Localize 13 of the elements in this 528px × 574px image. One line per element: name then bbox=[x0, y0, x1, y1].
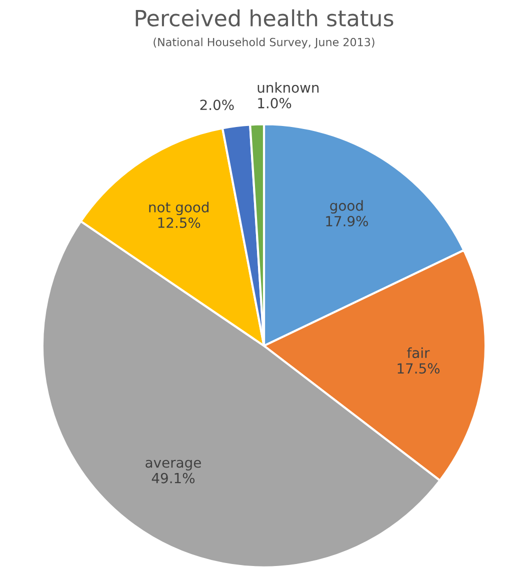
data-label: 17.9% bbox=[326, 216, 368, 226]
data-label: 17.5% bbox=[398, 363, 440, 374]
slice-label: average bbox=[146, 460, 201, 471]
data-label: 2.0% bbox=[200, 100, 234, 110]
slice-label: good bbox=[330, 200, 363, 214]
chart-title: Perceived health status bbox=[136, 9, 394, 27]
slice-label: unknown bbox=[258, 82, 319, 93]
slice-label: fair bbox=[407, 347, 430, 358]
slice-label: not good bbox=[149, 202, 208, 216]
chart-subtitle: (National Household Survey, June 2013) bbox=[154, 38, 374, 48]
data-label: 1.0% bbox=[258, 98, 292, 108]
data-label: 12.5% bbox=[158, 217, 200, 228]
data-label: 49.1% bbox=[152, 472, 195, 484]
